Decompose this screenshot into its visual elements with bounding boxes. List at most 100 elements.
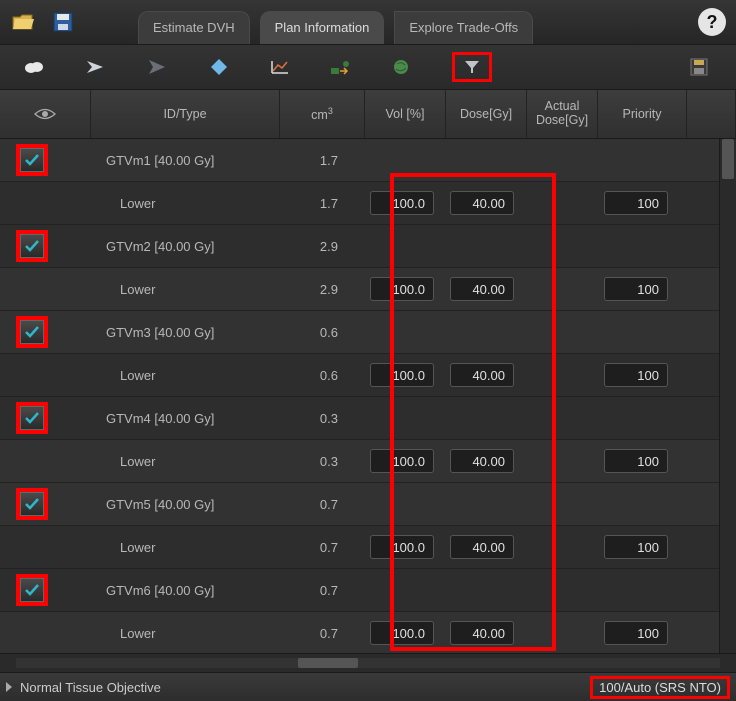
col-header-vol[interactable]: Vol [%] — [365, 90, 446, 138]
col-header-dose[interactable]: Dose[Gy] — [446, 90, 527, 138]
dose-input[interactable]: 40.00 — [450, 191, 514, 215]
tool-diamond[interactable] — [208, 56, 230, 78]
structure-row[interactable]: GTVm4 [40.00 Gy]0.3 — [0, 397, 736, 440]
open-file-icon[interactable] — [8, 8, 38, 36]
dose-input[interactable]: 40.00 — [450, 621, 514, 645]
col-header-priority[interactable]: Priority — [598, 90, 687, 138]
tab-estimate-dvh[interactable]: Estimate DVH — [138, 11, 250, 44]
structure-volume: 1.7 — [278, 153, 362, 168]
structure-row[interactable]: GTVm6 [40.00 Gy]0.7 — [0, 569, 736, 612]
priority-input[interactable]: 100 — [604, 277, 668, 301]
structure-volume: 0.3 — [278, 411, 362, 426]
dose-input[interactable]: 40.00 — [450, 363, 514, 387]
horizontal-scrollbar[interactable] — [0, 653, 736, 672]
structure-checkbox[interactable] — [20, 492, 44, 516]
vscroll-thumb[interactable] — [722, 139, 734, 179]
tool-save-right[interactable] — [688, 56, 710, 78]
structure-checkbox-highlight — [16, 144, 48, 176]
help-button[interactable]: ? — [698, 8, 726, 36]
col-header-id[interactable]: ID/Type — [91, 90, 280, 138]
structure-label: GTVm2 [40.00 Gy] — [90, 239, 278, 254]
structure-label: GTVm4 [40.00 Gy] — [90, 411, 278, 426]
tab-trade-label: Explore Trade-Offs — [409, 20, 518, 35]
objective-type-label: Lower — [90, 540, 278, 555]
vol-input[interactable]: 100.0 — [370, 277, 434, 301]
app-root: Estimate DVH Plan Information Explore Tr… — [0, 0, 736, 701]
nto-label[interactable]: Normal Tissue Objective — [20, 680, 161, 695]
objective-volume: 0.7 — [278, 540, 362, 555]
dose-input[interactable]: 40.00 — [450, 535, 514, 559]
tab-estimate-label: Estimate DVH — [153, 20, 235, 35]
structure-checkbox[interactable] — [20, 320, 44, 344]
objective-row[interactable]: Lower0.7 100.0 40.00 100 — [0, 526, 736, 569]
tool-arrow-right[interactable] — [84, 56, 106, 78]
structure-row[interactable]: GTVm5 [40.00 Gy]0.7 — [0, 483, 736, 526]
structure-row[interactable]: GTVm2 [40.00 Gy]2.9 — [0, 225, 736, 268]
nto-value-highlighted[interactable]: 100/Auto (SRS NTO) — [590, 676, 730, 699]
dose-input[interactable]: 40.00 — [450, 449, 514, 473]
vol-input[interactable]: 100.0 — [370, 449, 434, 473]
vol-input[interactable]: 100.0 — [370, 535, 434, 559]
objective-volume: 1.7 — [278, 196, 362, 211]
objective-row[interactable]: Lower1.7100.040.00100 — [0, 182, 736, 225]
structure-checkbox[interactable] — [20, 234, 44, 258]
structure-checkbox[interactable] — [20, 578, 44, 602]
table-header: ID/Type cm3 Vol [%] Dose[Gy] ActualDose[… — [0, 90, 736, 139]
objective-row[interactable]: Lower2.9 100.0 40.00 100 — [0, 268, 736, 311]
structure-checkbox-highlight — [16, 574, 48, 606]
footer: Normal Tissue Objective 100/Auto (SRS NT… — [0, 672, 736, 701]
structure-volume: 2.9 — [278, 239, 362, 254]
tab-strip: Estimate DVH Plan Information Explore Tr… — [0, 0, 736, 45]
dose-input[interactable]: 40.00 — [450, 277, 514, 301]
priority-input[interactable]: 100 — [604, 363, 668, 387]
objective-volume: 0.6 — [278, 368, 362, 383]
structure-checkbox-highlight — [16, 488, 48, 520]
tab-plan-information[interactable]: Plan Information — [260, 11, 385, 44]
col-header-extra[interactable] — [687, 90, 736, 138]
structure-row[interactable]: GTVm3 [40.00 Gy]0.6 — [0, 311, 736, 354]
eye-icon — [34, 107, 56, 121]
structure-label: GTVm1 [40.00 Gy] — [90, 153, 278, 168]
structure-checkbox[interactable] — [20, 406, 44, 430]
objective-type-label: Lower — [90, 368, 278, 383]
tool-arrow-send[interactable] — [146, 56, 168, 78]
objective-volume: 0.3 — [278, 454, 362, 469]
objective-type-label: Lower — [90, 626, 278, 641]
col-header-cm3[interactable]: cm3 — [280, 90, 365, 138]
tool-chart[interactable] — [270, 59, 290, 75]
save-file-icon[interactable] — [48, 8, 78, 36]
tool-globe[interactable] — [390, 56, 412, 78]
hscroll-thumb[interactable] — [298, 658, 358, 668]
priority-input[interactable]: 100 — [604, 449, 668, 473]
priority-input[interactable]: 100 — [604, 535, 668, 559]
structure-volume: 0.7 — [278, 497, 362, 512]
vertical-scrollbar[interactable] — [719, 139, 736, 653]
expand-triangle-icon[interactable] — [6, 682, 12, 692]
tool-cloud[interactable] — [24, 60, 44, 74]
structure-checkbox-highlight — [16, 402, 48, 434]
structure-row[interactable]: GTVm1 [40.00 Gy]1.7 — [0, 139, 736, 182]
objective-row[interactable]: Lower0.6 100.0 40.00 100 — [0, 354, 736, 397]
priority-input[interactable]: 100 — [604, 191, 668, 215]
objective-volume: 0.7 — [278, 626, 362, 641]
structure-label: GTVm5 [40.00 Gy] — [90, 497, 278, 512]
structure-checkbox[interactable] — [20, 148, 44, 172]
col-header-actual-dose[interactable]: ActualDose[Gy] — [527, 90, 598, 138]
objective-row[interactable]: Lower0.3100.040.00100 — [0, 440, 736, 483]
tab-explore-tradeoffs[interactable]: Explore Trade-Offs — [394, 11, 533, 44]
objective-type-label: Lower — [90, 282, 278, 297]
vol-input[interactable]: 100.0 — [370, 621, 434, 645]
vol-input[interactable]: 100.0 — [370, 191, 434, 215]
objective-row[interactable]: Lower0.7 100.0 40.00 100 — [0, 612, 736, 653]
tool-transfer[interactable] — [330, 59, 350, 75]
structure-volume: 0.7 — [278, 583, 362, 598]
priority-input[interactable]: 100 — [604, 621, 668, 645]
col-header-visibility[interactable] — [0, 90, 91, 138]
table-body: GTVm1 [40.00 Gy]1.7Lower1.7100.040.00100… — [0, 139, 736, 653]
vol-input[interactable]: 100.0 — [370, 363, 434, 387]
tool-filter-highlighted[interactable] — [452, 52, 492, 82]
toolbar — [0, 45, 736, 90]
structure-label: GTVm3 [40.00 Gy] — [90, 325, 278, 340]
objective-volume: 2.9 — [278, 282, 362, 297]
tab-plan-label: Plan Information — [275, 20, 370, 35]
